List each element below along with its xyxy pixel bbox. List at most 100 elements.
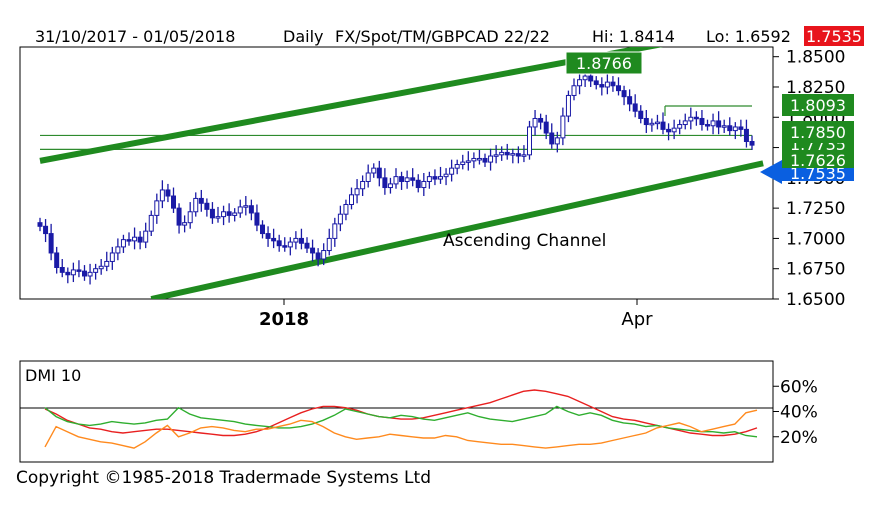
candle-body xyxy=(254,212,260,226)
top-label-text: 1.8766 xyxy=(576,54,632,73)
candle-body xyxy=(232,212,238,216)
y-tick-label: 1.8500 xyxy=(786,48,845,68)
arrow-icon xyxy=(760,160,782,184)
candle-body xyxy=(454,164,460,169)
x-axis: 2018 Apr xyxy=(259,299,653,330)
candle-body xyxy=(204,202,210,210)
candle-body xyxy=(727,125,733,132)
dmi-title: DMI 10 xyxy=(25,366,81,385)
candle-body xyxy=(221,211,227,218)
candle-body xyxy=(482,157,488,163)
candle-body xyxy=(705,124,710,127)
candle-body xyxy=(515,153,521,157)
candle-body xyxy=(449,167,455,175)
candle-body xyxy=(87,271,93,277)
candle-body xyxy=(193,197,199,213)
candle-body xyxy=(732,126,738,132)
candle-body xyxy=(171,195,176,209)
header-lo: Lo: 1.6592 xyxy=(706,27,791,46)
level-badge-1 xyxy=(782,94,854,116)
candle-body xyxy=(304,242,310,249)
candle-body xyxy=(604,81,610,88)
candle-body xyxy=(365,172,371,182)
candle-body xyxy=(215,216,221,219)
candle-body xyxy=(387,183,393,189)
candle-body xyxy=(126,239,132,242)
candle-body xyxy=(109,252,115,262)
top-label-badge xyxy=(565,51,643,75)
last-price-badge xyxy=(804,26,864,46)
candle-body xyxy=(682,120,688,126)
candle-body xyxy=(376,167,382,179)
candle-body xyxy=(154,200,160,216)
candle-body xyxy=(37,222,43,227)
candle-body xyxy=(527,126,532,156)
level-badge-4-text: 1.7626 xyxy=(790,151,846,170)
candle-body xyxy=(310,247,316,254)
candle-body xyxy=(393,176,399,185)
candle-body xyxy=(276,240,282,247)
candle-body xyxy=(577,79,583,87)
dmi-plot-area xyxy=(20,389,773,449)
dmi-tick-label: 40% xyxy=(780,403,818,423)
level-badge-2 xyxy=(782,121,854,143)
candle-body xyxy=(237,206,243,214)
candle-body xyxy=(504,151,510,156)
candle-body xyxy=(287,241,293,248)
candle-body xyxy=(76,269,82,272)
candle-body xyxy=(465,160,471,163)
candle-body xyxy=(410,177,416,181)
candle-body xyxy=(399,176,405,182)
dmi-tick-label: 60% xyxy=(780,377,818,397)
candle-body xyxy=(488,155,494,163)
price-plot-area xyxy=(37,47,764,299)
candle-body xyxy=(349,194,354,206)
candle-body xyxy=(59,267,65,273)
candle-body xyxy=(98,265,104,270)
candle-body xyxy=(493,154,499,157)
candle-body xyxy=(176,207,182,226)
candle-body xyxy=(159,189,165,202)
dmi-y-axis: 60% 40% 20% xyxy=(773,377,818,448)
candle-body xyxy=(588,75,594,82)
candle-body xyxy=(671,127,677,133)
candle-body xyxy=(404,177,410,182)
candle-body xyxy=(710,120,716,127)
candle-body xyxy=(660,121,666,130)
last-price-value: 1.7535 xyxy=(806,27,862,46)
candle-body xyxy=(571,85,577,96)
candle-body xyxy=(476,157,482,161)
candle-body xyxy=(326,237,332,252)
channel-label: Ascending Channel xyxy=(443,231,606,251)
copyright: Copyright ©1985-2018 Tradermade Systems … xyxy=(16,468,431,488)
candle-body xyxy=(360,180,366,190)
candle-body xyxy=(321,250,327,260)
candle-body xyxy=(137,236,143,243)
candle-body xyxy=(549,132,555,145)
candle-body xyxy=(749,141,755,146)
header-date-range: 31/10/2017 - 01/05/2018 xyxy=(35,27,235,46)
candle-body xyxy=(243,205,249,208)
candle-body xyxy=(521,154,527,157)
candle-body xyxy=(738,126,744,130)
level-badge-4 xyxy=(782,150,854,168)
candle-body xyxy=(460,161,466,166)
y-tick-label: 1.6750 xyxy=(786,260,845,280)
candle-body xyxy=(643,117,649,126)
candle-body xyxy=(337,213,343,225)
level-badge-2-text: 1.7850 xyxy=(790,123,846,142)
candle-body xyxy=(148,214,154,232)
arrow-badge-text: 1.7535 xyxy=(790,164,846,183)
candle-body xyxy=(115,246,121,254)
dmi-red-line xyxy=(44,389,758,437)
candle-body xyxy=(271,237,277,242)
candle-body xyxy=(426,176,432,182)
candle-body xyxy=(621,90,627,98)
candle-body xyxy=(565,94,571,117)
candle-body xyxy=(677,124,683,129)
candle-body xyxy=(282,245,288,248)
dmi-tick-label: 20% xyxy=(780,428,818,448)
candle-body xyxy=(688,116,694,122)
channel-upper-line xyxy=(39,47,664,164)
